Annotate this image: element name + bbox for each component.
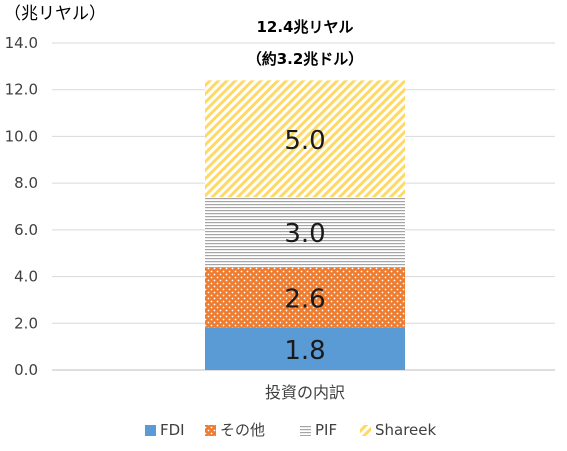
bar-segment-shareek: [205, 80, 405, 198]
y-tick-label: 2.0: [14, 314, 38, 332]
legend-label: FDI: [160, 421, 185, 439]
bar-segment-その他: [205, 267, 405, 328]
data-label: 3.0: [284, 219, 325, 249]
bar-segment-pif: [205, 197, 405, 268]
y-tick-label: 6.0: [14, 221, 38, 239]
legend-swatch: [205, 425, 216, 436]
legend-label: Shareek: [375, 421, 437, 439]
x-axis-category-label: 投資の内訳: [265, 383, 345, 402]
bar-segment-fdi: [205, 327, 405, 370]
y-tick-label: 14.0: [5, 34, 38, 52]
data-label: 5.0: [284, 126, 325, 156]
chart-title-line1: 12.4兆リヤル: [256, 18, 353, 36]
y-axis-ticks: 0.0 2.0 4.0 6.0 8.0 10.0 12.0 14.0: [5, 34, 38, 379]
data-label: 2.6: [284, 285, 325, 315]
legend-swatch: [145, 425, 156, 436]
bars: [205, 80, 405, 370]
y-tick-label: 10.0: [5, 127, 38, 145]
y-tick-label: 4.0: [14, 268, 38, 286]
data-labels: 1.8 2.6 3.0 5.0: [284, 126, 325, 366]
y-tick-label: 8.0: [14, 174, 38, 192]
legend-swatch: [300, 425, 311, 436]
legend-label: その他: [220, 421, 265, 439]
y-tick-label: 12.0: [5, 81, 38, 99]
legend: FDI その他 PIF Shareek: [145, 421, 437, 439]
data-label: 1.8: [284, 336, 325, 366]
legend-label: PIF: [315, 421, 337, 439]
chart-title-line2: （約3.2兆ドル）: [247, 50, 364, 68]
legend-swatch: [360, 425, 371, 436]
y-tick-label: 0.0: [14, 361, 38, 379]
y-axis-unit-label: （兆リヤル）: [4, 4, 106, 24]
